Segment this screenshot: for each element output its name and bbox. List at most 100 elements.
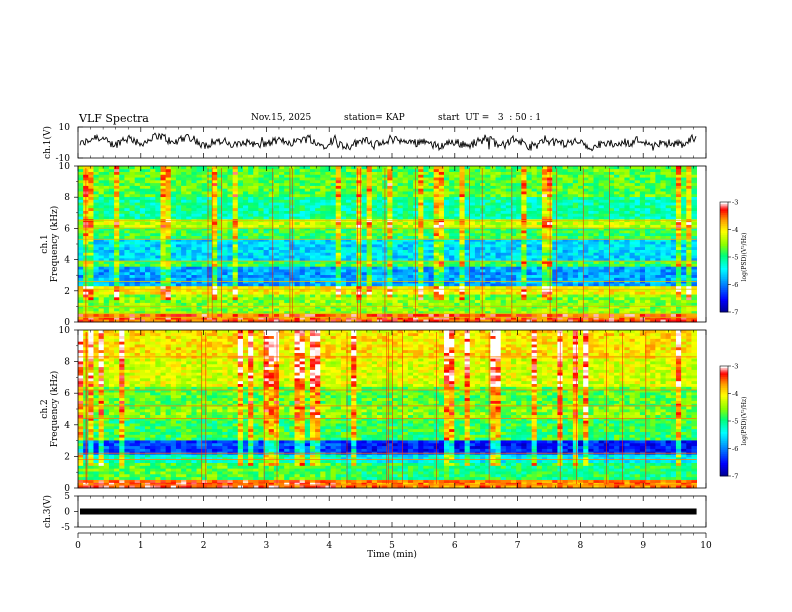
spectrogram-cell <box>459 285 466 289</box>
spectrogram-cell <box>119 285 125 289</box>
spectrogram-cell <box>567 257 574 262</box>
spectrogram-cell <box>268 288 275 292</box>
spectrogram-cell <box>108 216 115 220</box>
spectrogram-cell <box>619 277 625 281</box>
spectrogram-cell <box>279 299 285 303</box>
spectrogram-cell <box>248 255 254 259</box>
spectrogram-cell <box>356 207 362 211</box>
spectrogram-cell <box>608 255 615 259</box>
spectrogram-cell <box>639 313 646 317</box>
spectrogram-cell <box>567 294 574 298</box>
spectrogram-cell <box>98 263 105 267</box>
spectrogram-cell <box>134 246 141 250</box>
spectrogram-cell <box>98 257 105 262</box>
spectrogram-cell <box>464 257 471 262</box>
spectrogram-cell <box>325 244 331 248</box>
spectrogram-cell <box>294 283 301 287</box>
spectrogram-cell <box>593 221 600 225</box>
spectrogram-cell <box>376 244 383 248</box>
spectrogram-cell <box>634 269 641 273</box>
spectrogram-cell <box>320 269 326 273</box>
spectrogram-cell <box>614 302 620 306</box>
spectrogram-cell <box>134 274 141 278</box>
spectrogram-cell <box>181 244 187 248</box>
spectrogram-cell <box>423 296 429 301</box>
spectrogram-cell <box>248 271 254 276</box>
spectrogram-cell <box>206 302 213 306</box>
spectrogram-cell <box>572 319 579 323</box>
spectrogram-cell <box>165 302 172 306</box>
spectrogram-cell <box>315 216 321 220</box>
spectrogram-cell <box>232 283 239 287</box>
spectrogram-cell <box>88 241 94 245</box>
spectrogram-cell <box>361 230 368 234</box>
spectrogram-cell <box>572 310 579 315</box>
spectrogram-cell <box>655 232 661 237</box>
spectrogram-cell <box>139 241 146 245</box>
spectrogram-cell <box>423 244 429 248</box>
spectrogram-cell <box>588 294 594 298</box>
spectrogram-cell <box>258 316 264 320</box>
spectrogram-cell <box>614 210 620 214</box>
spectrogram-cell <box>567 277 574 281</box>
spectrogram-cell <box>500 210 507 214</box>
spectrogram-cell <box>175 294 182 298</box>
spectrogram-cell <box>650 274 656 278</box>
spectrogram-cell <box>531 246 538 250</box>
spectrogram-cell <box>242 260 249 264</box>
spectrogram-cell <box>165 255 172 259</box>
spectrogram-cell <box>469 260 476 264</box>
spectrogram-cell <box>603 285 610 289</box>
spectrogram-cell <box>634 249 641 253</box>
spectrogram-cell <box>325 249 331 253</box>
spectrogram-cell <box>222 246 228 250</box>
spectrogram-cell <box>351 238 357 242</box>
spectrogram-cell <box>346 316 352 320</box>
spectrogram-cell <box>443 269 450 273</box>
spectrogram-cell <box>201 260 208 264</box>
spectrogram-cell <box>675 257 682 262</box>
spectrogram-cell <box>464 216 471 220</box>
spectrogram-cell <box>170 319 177 323</box>
spectrogram-cell <box>335 319 342 323</box>
spectrogram-cell <box>655 294 661 298</box>
spectrogram-cell <box>227 313 234 317</box>
spectrogram-cell <box>624 246 630 250</box>
spectrogram-cell <box>93 269 100 273</box>
spectrogram-cell <box>227 216 234 220</box>
spectrogram-cell <box>315 221 321 225</box>
spectrogram-cell <box>186 308 192 312</box>
spectrogram-cell <box>562 274 569 278</box>
spectrogram-cell <box>304 221 311 225</box>
spectrogram-cell <box>150 235 156 239</box>
spectrogram-cell <box>232 269 239 273</box>
spectrogram-cell <box>366 285 373 289</box>
spectrogram-cell <box>335 241 342 245</box>
spectrogram-cell <box>645 216 651 220</box>
spectrogram-cell <box>608 266 615 270</box>
spectrogram-cell <box>433 252 440 256</box>
spectrogram-cell <box>181 230 187 234</box>
spectrogram-cell <box>459 210 466 214</box>
spectrogram-cell <box>588 249 594 253</box>
spectrogram-cell <box>511 288 517 292</box>
spectrogram-cell <box>227 319 234 323</box>
spectrogram-cell <box>619 266 625 270</box>
spectrogram-cell <box>675 299 682 303</box>
spectrogram-cell <box>129 224 136 228</box>
spectrogram-cell <box>438 235 445 239</box>
spectrogram-cell <box>227 260 234 264</box>
spectrogram-cell <box>397 255 404 259</box>
spectrogram-cell <box>175 308 182 312</box>
spectrogram-cell <box>119 291 125 295</box>
spectrogram-cell <box>129 308 136 312</box>
spectrogram-cell <box>145 241 151 245</box>
spectrogram-cell <box>665 313 672 317</box>
spectrogram-cell <box>206 249 213 253</box>
spectrogram-cell <box>645 213 651 217</box>
spectrogram-cell <box>284 257 290 262</box>
spectrogram-cell <box>335 291 342 295</box>
spectrogram-cell <box>639 319 646 323</box>
spectrogram-cell <box>459 255 466 259</box>
spectrogram-cell <box>212 263 218 267</box>
